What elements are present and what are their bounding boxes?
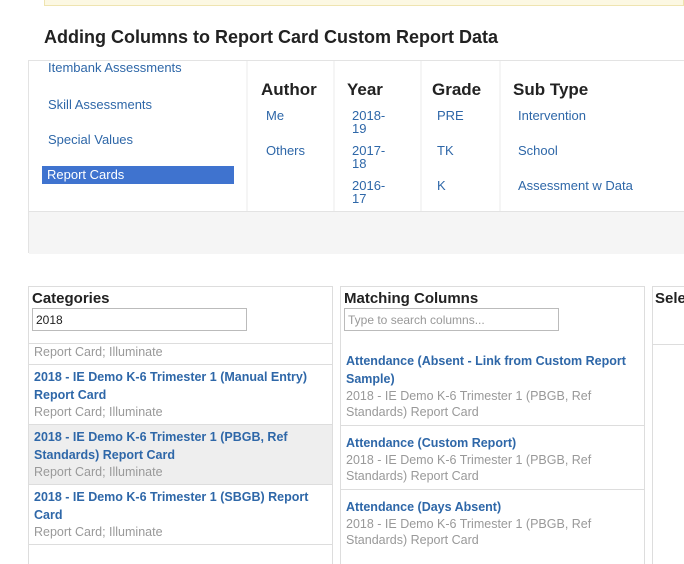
year-option-line: 2018- <box>352 108 386 123</box>
type-item-special-values[interactable]: Special Values <box>48 132 134 147</box>
matching-columns-list: Attendance (Absent - Link from Custom Re… <box>341 347 644 553</box>
list-item[interactable]: 2018 - IE Demo K-6 Trimester 1 (SBGB) Re… <box>29 484 332 544</box>
columns-search-input[interactable] <box>344 308 559 331</box>
list-item[interactable]: Report Card; Illuminate <box>29 343 332 364</box>
subtype-option-intervention[interactable]: Intervention <box>518 108 586 123</box>
year-option-line: 19 <box>352 121 367 136</box>
categories-list: Report Card; Illuminate 2018 - IE Demo K… <box>29 343 332 564</box>
list-item-subtitle: 2018 - IE Demo K-6 Trimester 1 (PBGB, Re… <box>346 517 592 547</box>
notice-banner <box>44 0 684 6</box>
year-option-line: 2017- <box>352 143 386 158</box>
list-item-title: 2018 - IE Demo K-6 Trimester 1 (SBGB) Re… <box>34 490 309 522</box>
list-item-subtitle: Report Card; Illuminate <box>34 465 163 479</box>
list-item-subtitle: 2018 - IE Demo K-6 Trimester 1 (PBGB, Re… <box>346 453 592 483</box>
year-filter: Year 2018- 19 2017- 18 2016- 17 <box>335 61 420 211</box>
list-item-title: 2018 - IE Demo K-6 Trimester 1 (Manual E… <box>34 370 308 402</box>
year-option-2017-18[interactable]: 2017- 18 <box>352 144 385 170</box>
list-item-subtitle: Report Card; Illuminate <box>34 345 163 359</box>
type-item-report-cards[interactable]: Report Cards <box>42 166 234 184</box>
list-item[interactable]: Attendance (Absent - Link from Custom Re… <box>341 347 644 425</box>
type-item-itembank[interactable]: Itembank Assessments <box>48 61 182 75</box>
grade-heading: Grade <box>432 80 482 99</box>
list-item-title: Attendance (Custom Report) <box>346 436 517 450</box>
list-item-subtitle: Report Card; Illuminate <box>34 525 163 539</box>
year-option-line: 2016- <box>352 178 386 193</box>
divider <box>653 344 684 345</box>
list-item[interactable]: Attendance (Days Absent) 2018 - IE Demo … <box>341 489 644 553</box>
list-item-title: Attendance (Absent - Link from Custom Re… <box>346 354 626 386</box>
subtype-option-assessment-w-data[interactable]: Assessment w Data <box>518 178 633 193</box>
categories-pane: Categories Report Card; Illuminate 2018 … <box>28 286 333 564</box>
filter-panel-footer <box>29 211 684 254</box>
type-item-skill[interactable]: Skill Assessments <box>48 97 153 112</box>
grade-filter: Grade PRE TK K <box>422 61 499 211</box>
list-item[interactable]: 2018 - IE Demo K-6 Trimester 1 (PBGB, Re… <box>29 424 332 484</box>
page-title: Adding Columns to Report Card Custom Rep… <box>44 27 498 47</box>
author-filter: Author Me Others <box>248 61 333 211</box>
subtype-heading: Sub Type <box>513 80 589 99</box>
list-item-title: Attendance (Days Absent) <box>346 500 502 514</box>
list-item-title: 2018 - IE Demo K-6 Trimester 1 (PBGB, Re… <box>34 430 288 462</box>
grade-option-tk[interactable]: TK <box>437 143 454 158</box>
list-item[interactable] <box>29 544 332 564</box>
year-option-line: 17 <box>352 191 367 206</box>
list-item[interactable]: Attendance (Custom Report) 2018 - IE Dem… <box>341 425 644 489</box>
author-option-others[interactable]: Others <box>266 143 306 158</box>
categories-title: Categories <box>32 290 110 307</box>
year-option-line: 18 <box>352 156 367 171</box>
author-option-me[interactable]: Me <box>266 108 285 123</box>
grade-option-pre[interactable]: PRE <box>437 108 464 123</box>
matching-columns-pane: Matching Columns Attendance (Absent - Li… <box>340 286 645 564</box>
year-heading: Year <box>347 80 383 99</box>
year-option-2016-17[interactable]: 2016- 17 <box>352 179 385 205</box>
list-item-subtitle: Report Card; Illuminate <box>34 405 163 419</box>
selected-columns-title: Sele <box>655 290 684 307</box>
grade-option-k[interactable]: K <box>437 178 446 193</box>
subtype-filter: Sub Type Intervention School Assessment … <box>501 61 684 211</box>
author-heading: Author <box>261 80 317 99</box>
selected-columns-pane: Sele <box>652 286 684 564</box>
categories-search-input[interactable] <box>32 308 247 331</box>
list-item-subtitle: 2018 - IE Demo K-6 Trimester 1 (PBGB, Re… <box>346 389 592 419</box>
year-option-2018-19[interactable]: 2018- 19 <box>352 109 385 135</box>
list-item[interactable]: 2018 - IE Demo K-6 Trimester 1 (Manual E… <box>29 364 332 424</box>
filter-panel: Itembank Assessments Skill Assessments S… <box>28 60 684 254</box>
type-list: Itembank Assessments Skill Assessments S… <box>29 61 246 211</box>
subtype-option-school[interactable]: School <box>518 143 558 158</box>
matching-columns-title: Matching Columns <box>344 290 479 307</box>
